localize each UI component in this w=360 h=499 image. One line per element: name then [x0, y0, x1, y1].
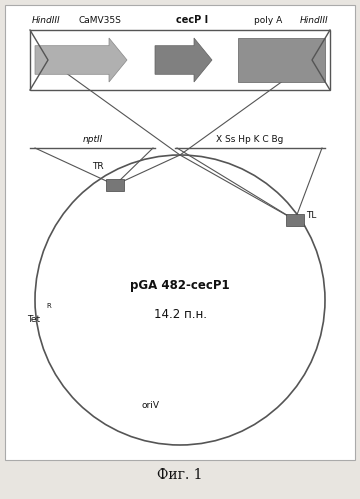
Bar: [238, 38, 325, 82]
Text: cecP I: cecP I: [176, 15, 208, 25]
Text: TL: TL: [306, 212, 316, 221]
Bar: [286, 214, 304, 226]
FancyArrow shape: [155, 38, 212, 82]
Text: nptII: nptII: [82, 135, 103, 144]
Text: poly A: poly A: [254, 16, 282, 25]
Text: HindIII: HindIII: [300, 16, 328, 25]
Text: CaMV35S: CaMV35S: [78, 16, 121, 25]
FancyArrow shape: [35, 38, 127, 82]
Bar: [30, 30, 330, 90]
Text: Фиг. 1: Фиг. 1: [157, 468, 203, 482]
Text: pGA 482-cecP1: pGA 482-cecP1: [130, 278, 230, 291]
Text: X Ss Hp K C Bg: X Ss Hp K C Bg: [216, 135, 284, 144]
Bar: [106, 179, 124, 191]
Text: R: R: [46, 303, 51, 309]
Text: oriV: oriV: [141, 401, 159, 410]
Text: 14.2 п.н.: 14.2 п.н.: [153, 308, 207, 321]
Text: Tet: Tet: [27, 315, 40, 324]
Text: HindIII: HindIII: [32, 16, 60, 25]
Text: TR: TR: [93, 162, 104, 171]
